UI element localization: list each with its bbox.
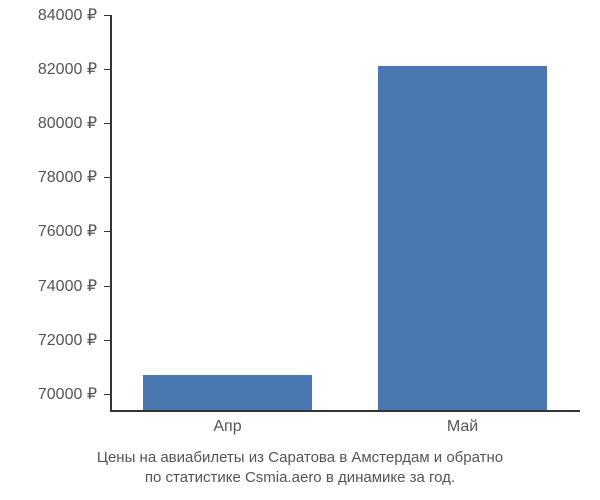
y-tick-label: 76000 ₽ [0, 221, 97, 241]
y-axis: 70000 ₽ 72000 ₽ 74000 ₽ 76000 ₽ 78000 ₽ 80000… [0, 15, 105, 410]
y-tick-mark [104, 286, 110, 287]
x-tick-label: Апр [213, 418, 241, 436]
y-tick-mark [104, 231, 110, 232]
y-tick-label: 80000 ₽ [0, 113, 97, 133]
y-tick-label: 74000 ₽ [0, 276, 97, 296]
y-tick-label: 82000 ₽ [0, 59, 97, 79]
bars-area [110, 15, 580, 410]
bar [378, 66, 547, 410]
y-tick-mark [104, 340, 110, 341]
chart-caption: Цены на авиабилеты из Саратова в Амстерд… [0, 448, 600, 489]
y-tick-mark [104, 394, 110, 395]
x-axis-line [110, 410, 580, 412]
y-tick-label: 84000 ₽ [0, 5, 97, 25]
x-axis-labels: Апр Май [110, 418, 580, 443]
caption-line-1: Цены на авиабилеты из Саратова в Амстерд… [97, 449, 503, 466]
y-tick-label: 70000 ₽ [0, 384, 97, 404]
y-tick-mark [104, 15, 110, 16]
bar [143, 375, 312, 410]
price-chart: 70000 ₽ 72000 ₽ 74000 ₽ 76000 ₽ 78000 ₽ 80000… [0, 0, 600, 500]
y-tick-label: 72000 ₽ [0, 330, 97, 350]
y-tick-mark [104, 123, 110, 124]
y-tick-mark [104, 69, 110, 70]
y-tick-label: 78000 ₽ [0, 167, 97, 187]
caption-line-2: по статистике Csmia.aero в динамике за г… [145, 469, 455, 486]
y-tick-mark [104, 177, 110, 178]
x-tick-label: Май [447, 418, 478, 436]
